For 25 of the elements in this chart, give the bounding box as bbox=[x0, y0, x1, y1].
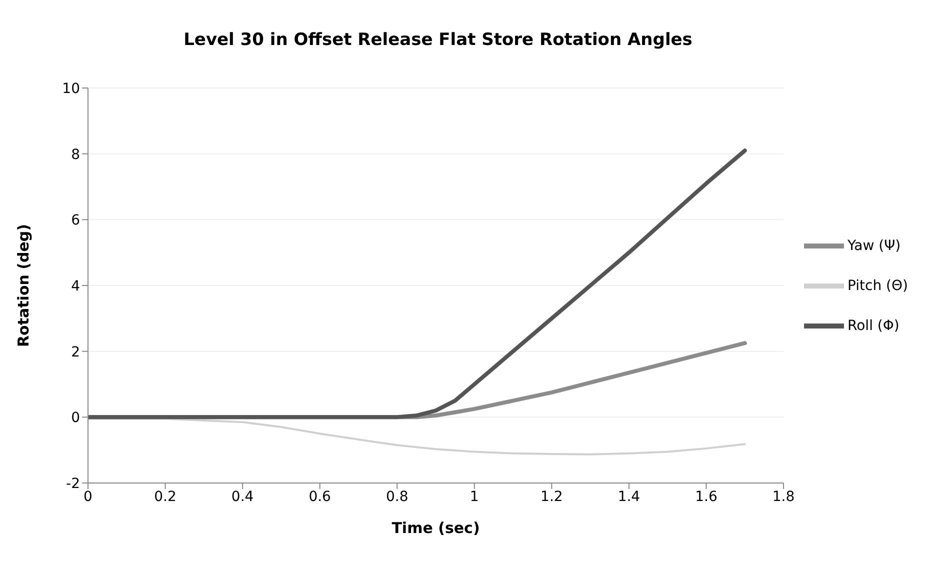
y-tick-label: 4 bbox=[71, 278, 80, 294]
legend-label: Yaw (Ψ) bbox=[848, 237, 901, 254]
line-series bbox=[88, 418, 746, 456]
y-tick-label: 0 bbox=[71, 410, 80, 426]
x-tick-label: 1.4 bbox=[618, 488, 640, 505]
legend-label: Roll (Φ) bbox=[848, 317, 900, 334]
x-tick-label: 1.6 bbox=[695, 488, 718, 505]
y-tick-label: 8 bbox=[71, 146, 80, 163]
x-tick-label: 0.8 bbox=[386, 488, 408, 505]
legend-label: Pitch (Θ) bbox=[848, 277, 908, 294]
y-tick-label: 10 bbox=[62, 80, 80, 97]
y-tick-label: 6 bbox=[71, 212, 80, 229]
x-tick-label: 1.8 bbox=[772, 488, 795, 505]
y-tick-label: -2 bbox=[66, 476, 80, 492]
line-series bbox=[88, 148, 747, 420]
x-tick-label: 0 bbox=[84, 488, 92, 505]
x-axis-title: Time (sec) bbox=[392, 519, 480, 537]
chart-title: Level 30 in Offset Release Flat Store Rotation Angles bbox=[182, 30, 694, 50]
x-tick-label: 0.6 bbox=[308, 488, 332, 505]
x-tick-label: 1.2 bbox=[540, 488, 563, 505]
y-axis-title: Rotation (deg) bbox=[14, 224, 32, 348]
y-tick-label: 2 bbox=[71, 344, 80, 360]
x-tick-label: 0.2 bbox=[154, 488, 176, 505]
x-tick-label: 0.4 bbox=[231, 488, 254, 505]
x-tick-label: 1 bbox=[470, 488, 479, 505]
